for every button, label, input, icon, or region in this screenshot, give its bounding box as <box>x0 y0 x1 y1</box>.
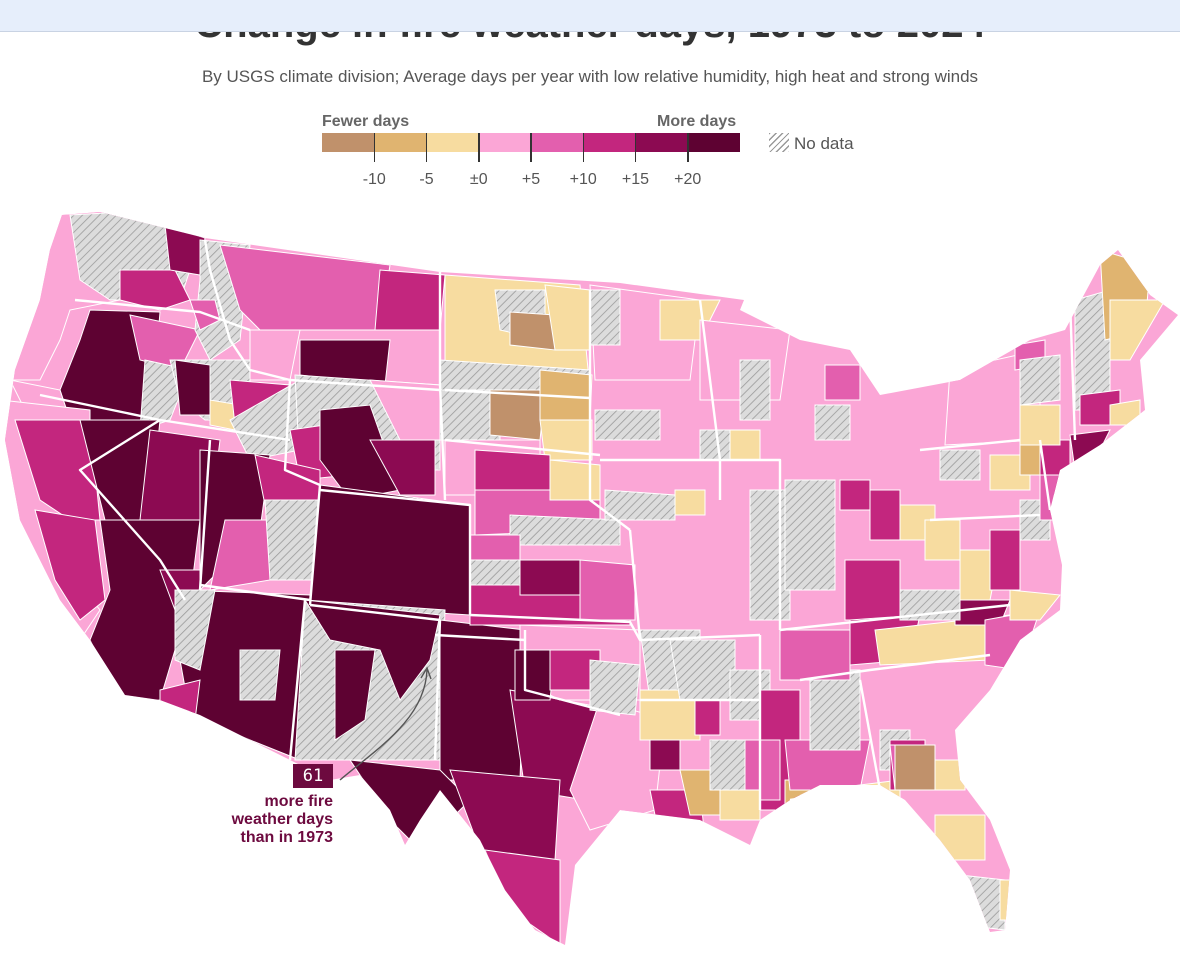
legend-tick-label: +10 <box>569 171 597 188</box>
legend-swatch <box>635 133 688 152</box>
legend-color-bar <box>322 133 740 152</box>
legend-tick-mark <box>373 133 375 162</box>
legend-swatch <box>322 133 375 152</box>
annotation-arrow <box>339 669 428 781</box>
legend-more-label: More days <box>657 113 737 130</box>
legend-tick-label: ±0 <box>469 171 488 188</box>
legend-tick-mark <box>582 133 584 162</box>
legend-fewer-label: Fewer days <box>322 113 410 130</box>
legend-tick-label: -10 <box>362 171 386 188</box>
legend-tick-label: +5 <box>521 171 541 188</box>
browser-top-bar <box>0 0 1180 32</box>
annotation-value-badge: 61 <box>293 764 333 788</box>
annotation-line: weather days <box>231 811 333 828</box>
us-climate-division-map <box>5 212 1178 945</box>
legend-tick-label: -5 <box>419 171 434 188</box>
no-data-swatch <box>769 133 789 152</box>
legend-tick-mark <box>530 133 532 162</box>
no-data-label: No data <box>794 134 854 153</box>
chart-subtitle: By USGS climate division; Average days p… <box>201 67 979 86</box>
legend-swatch <box>583 133 636 152</box>
legend-tick-mark <box>687 133 689 162</box>
legend-swatch <box>478 133 531 152</box>
state-borders <box>39 239 1077 810</box>
legend-tick-mark <box>478 133 480 162</box>
legend-swatch <box>374 133 427 152</box>
legend-swatch <box>426 133 479 152</box>
legend-swatch <box>531 133 584 152</box>
annotation-line: more fire <box>264 793 333 810</box>
legend-swatch <box>687 133 740 152</box>
legend-tick-label: +20 <box>674 171 702 188</box>
annotation-line: than in 1973 <box>240 829 333 846</box>
annotation-text: more fire weather days than in 1973 <box>200 793 333 847</box>
annotation-arrowhead <box>420 666 432 680</box>
legend-tick-label: +15 <box>621 171 650 188</box>
legend-tick-mark <box>634 133 637 162</box>
legend-tick-mark <box>425 133 428 162</box>
